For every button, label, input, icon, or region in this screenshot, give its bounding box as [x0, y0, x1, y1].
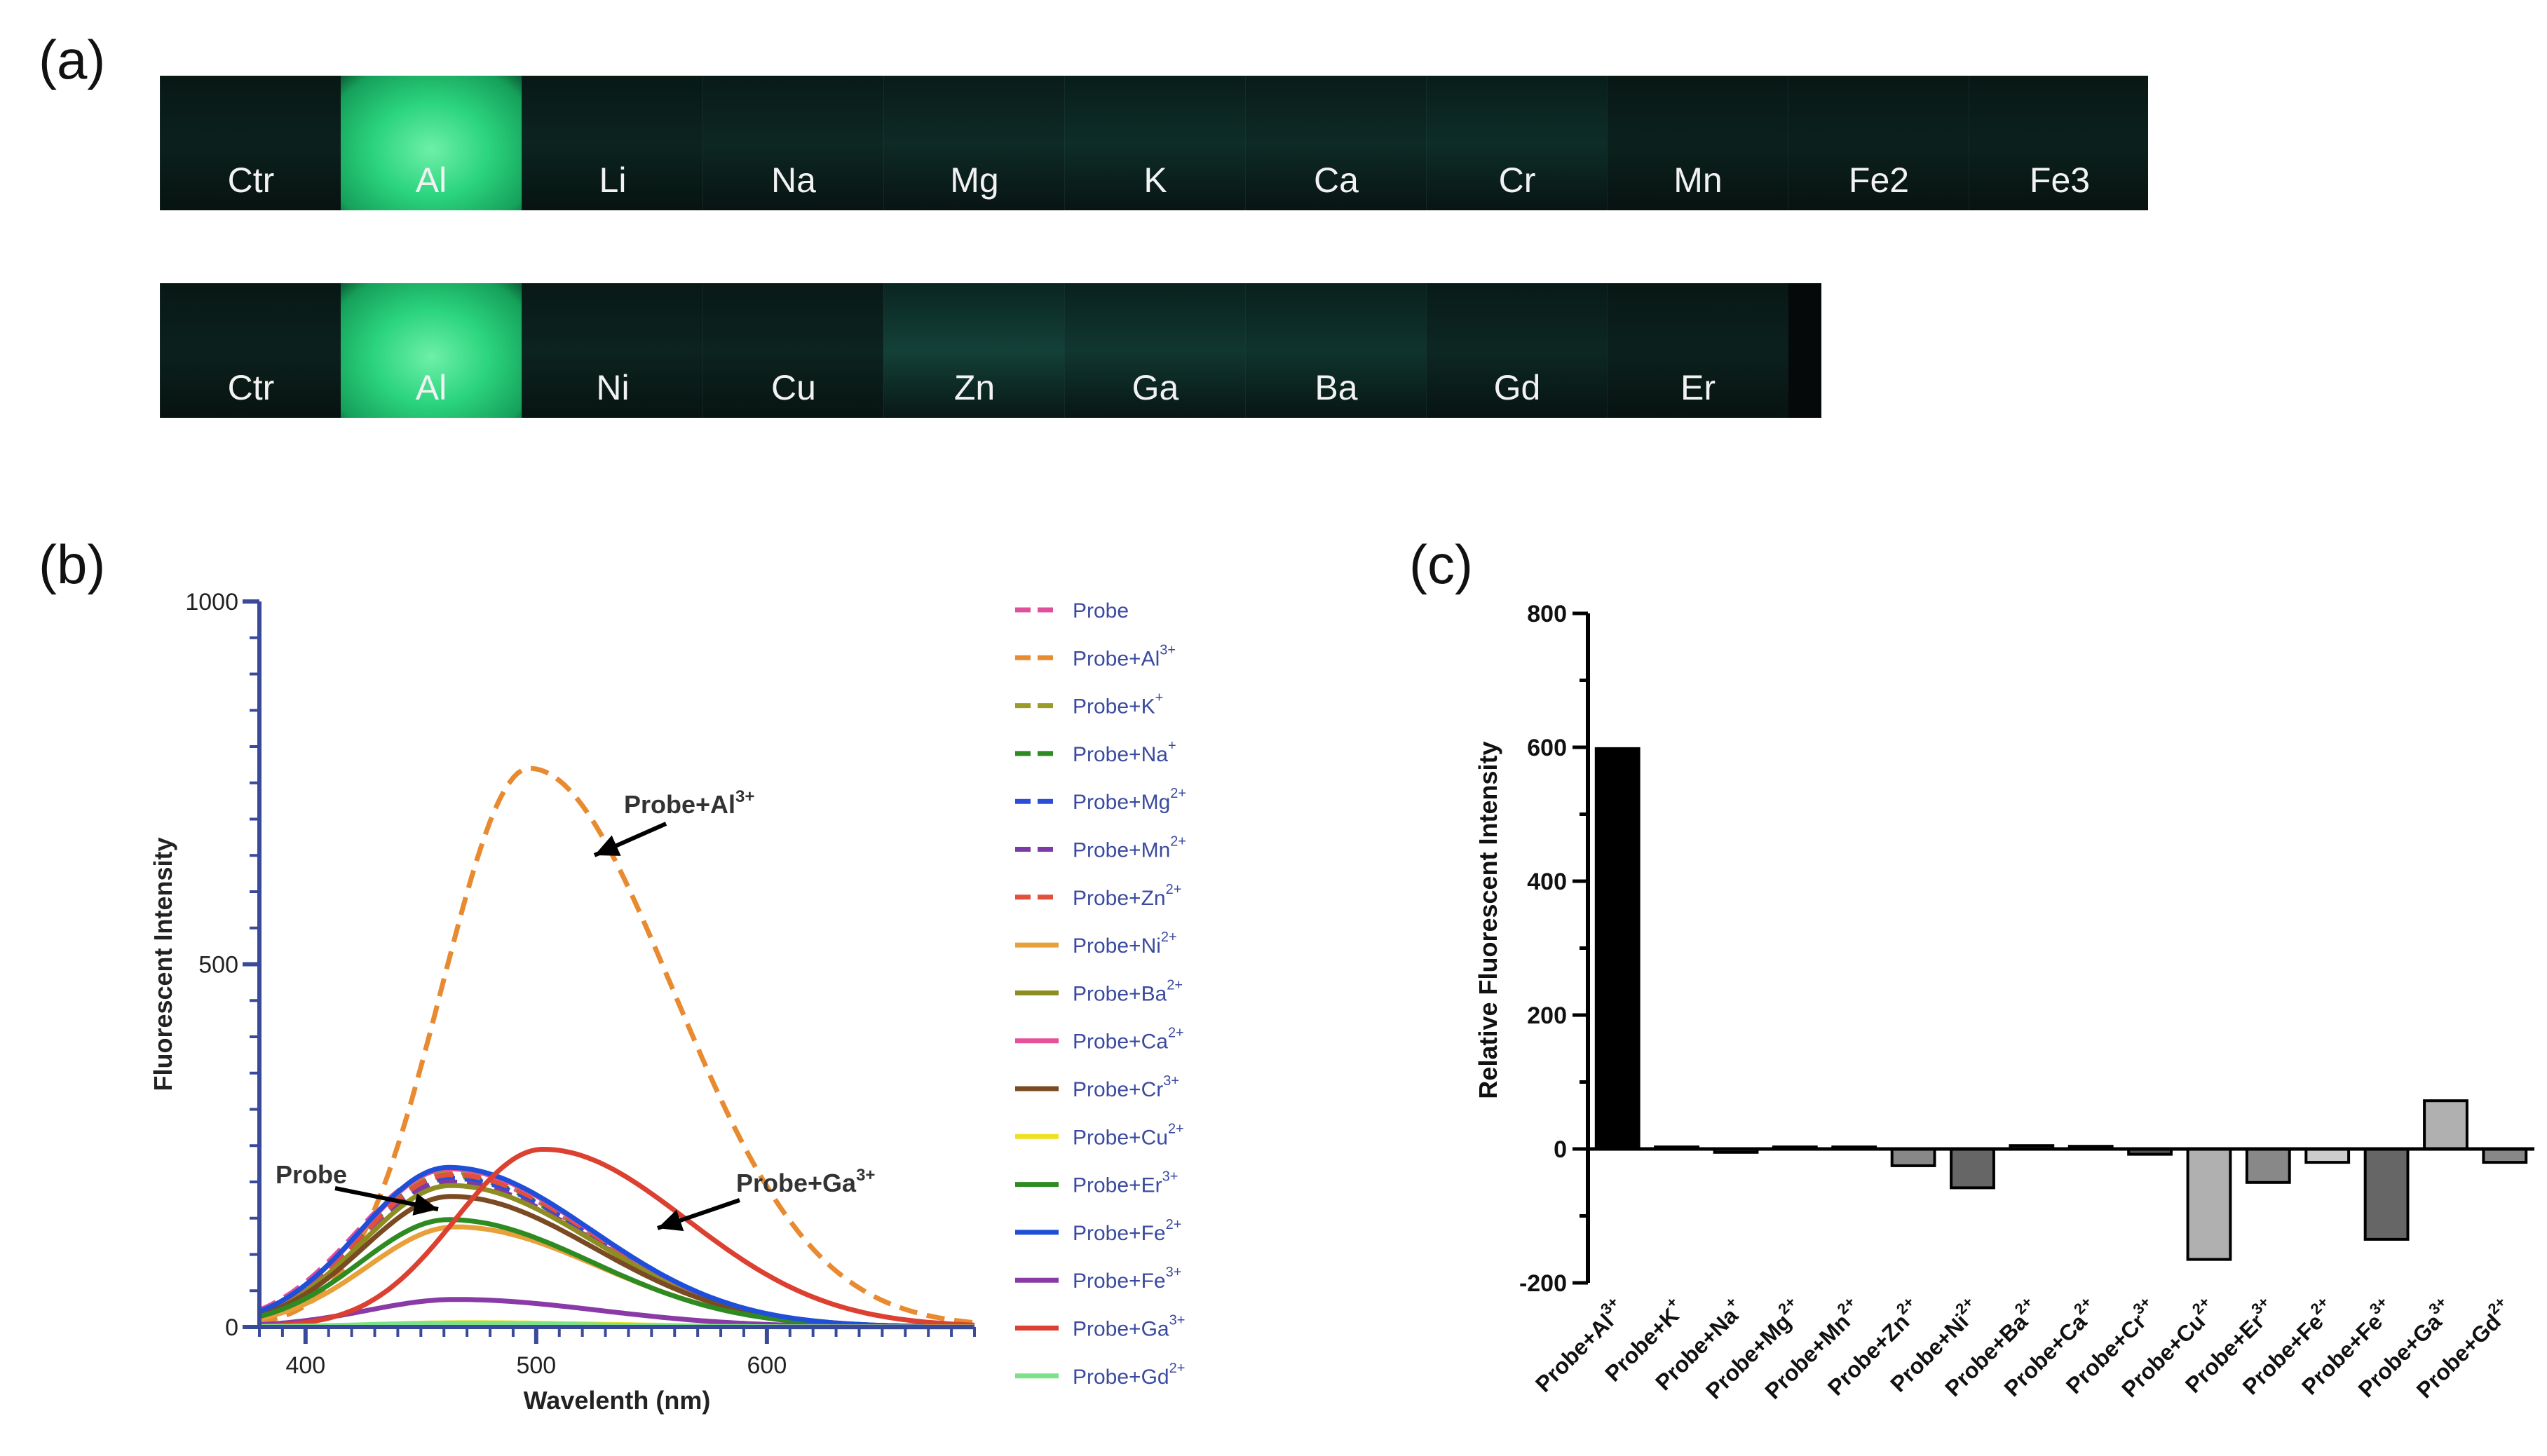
bar-10: [2186, 1148, 2232, 1261]
vial-label: Mn: [1673, 161, 1723, 200]
row2-vial-ga: Ga: [1064, 283, 1246, 418]
row1-vial-ctr: Ctr: [160, 76, 341, 210]
vial-label: Cu: [771, 368, 816, 407]
legend-entry: Probe: [1073, 599, 1129, 622]
vial-label: Al: [415, 368, 447, 407]
bar-6: [1950, 1148, 1995, 1190]
row1-vial-k: K: [1064, 76, 1246, 210]
bar-5: [1890, 1148, 1936, 1167]
bar-11: [2245, 1148, 2291, 1184]
x-tick-label: 600: [747, 1352, 787, 1379]
legend-entry: Probe+Al3+: [1073, 642, 1176, 670]
legend-entry: Probe+Mn2+: [1073, 834, 1186, 862]
legend-entry: Probe+Er3+: [1073, 1169, 1178, 1197]
vial-label: Fe2: [1848, 161, 1910, 200]
y-tick-label: 600: [1527, 735, 1567, 761]
y-tick-label: 800: [1527, 601, 1567, 627]
legend-entry: Probe+Zn2+: [1073, 882, 1181, 910]
bar-13: [2363, 1148, 2410, 1241]
row2-vial-al: Al: [341, 283, 522, 418]
vial-label: Ni: [596, 368, 630, 407]
panel-label-b: (b): [39, 533, 106, 595]
legend-entry: Probe+Fe3+: [1073, 1265, 1181, 1293]
x-axis-title: Wavelenth (nm): [524, 1386, 711, 1415]
row2-vial-zn: Zn: [883, 283, 1065, 418]
vial-label: Cr: [1498, 161, 1536, 200]
row1-vial-mg: Mg: [883, 76, 1065, 210]
annotation-arrowhead: [595, 835, 621, 856]
vial-photo-row-2: Ctr Al Ni Cu Zn Ga Ba Gd Er: [160, 283, 1821, 418]
row2-vial-gd: Gd: [1426, 283, 1608, 418]
legend-entry: Probe+Mg2+: [1073, 786, 1186, 814]
bar-0: [1594, 747, 1641, 1150]
bar-12: [2304, 1148, 2351, 1164]
y-axis-title: Relative Fluorescent Intensity: [1474, 741, 1502, 1098]
row1-vial-fe3: Fe3: [1969, 76, 2148, 210]
y-tick-label: 400: [1527, 869, 1567, 895]
x-tick-label: 500: [516, 1352, 556, 1379]
legend-entry: Probe+Ga3+: [1073, 1313, 1185, 1341]
bar-14: [2423, 1099, 2468, 1150]
panel-label-c: (c): [1409, 533, 1473, 595]
annotation-arrowhead: [658, 1209, 684, 1232]
y-tick-label: 500: [198, 952, 238, 979]
vial-label: Al: [415, 161, 447, 200]
row1-vial-na: Na: [702, 76, 884, 210]
vial-label: Na: [771, 161, 816, 200]
vial-label: Ca: [1314, 161, 1359, 200]
row2-vial-ba: Ba: [1245, 283, 1427, 418]
row1-vial-mn: Mn: [1607, 76, 1788, 210]
vial-label: K: [1143, 161, 1167, 200]
legend-entry: Probe+Cr3+: [1073, 1073, 1179, 1101]
spectrum-line-1: [259, 766, 975, 1326]
legend-entry: Probe+Na+: [1073, 738, 1176, 766]
y-tick-label: 0: [1554, 1136, 1567, 1163]
row2-vial-ctr: Ctr: [160, 283, 341, 418]
legend-entry: Probe+Ba2+: [1073, 977, 1183, 1005]
row2-vial-er: Er: [1607, 283, 1788, 418]
panel-label-a: (a): [39, 29, 106, 90]
emission-spectra-chart: 0 500 1000 400 500 600 Wavelenth (nm) Fluoresce…: [149, 589, 1186, 1415]
vial-label: Fe3: [2029, 161, 2091, 200]
row1-vial-fe2: Fe2: [1788, 76, 1969, 210]
annotation-probe-label: Probe: [276, 1160, 347, 1189]
y-tick-label: 0: [225, 1314, 238, 1341]
legend-entry: Probe+Gd2+: [1073, 1361, 1185, 1389]
row1-vial-al: Al: [341, 76, 522, 210]
vial-label: Ga: [1132, 368, 1179, 407]
vial-label: Li: [599, 161, 627, 200]
vial-label: Zn: [953, 368, 996, 407]
vial-label: Ctr: [227, 368, 275, 407]
legend-entry: Probe+Fe2+: [1073, 1217, 1181, 1245]
annotation-ga-label: Probe+Ga3+: [736, 1166, 875, 1197]
row2-vial-ni: Ni: [522, 283, 703, 418]
legend-entry: Probe+Ca2+: [1073, 1026, 1184, 1054]
annotation-al-label: Probe+Al3+: [624, 787, 754, 819]
row1-vial-ca: Ca: [1245, 76, 1427, 210]
relative-intensity-bar-chart: -200 0 200 400 600 800 Relative Fluorescent In…: [1474, 601, 2534, 1404]
annotation-arrowhead: [412, 1193, 438, 1216]
spectrum-line-10: [258, 1194, 975, 1330]
legend-entry: Probe+K+: [1073, 690, 1163, 719]
y-axis-title: Fluorescent Intensity: [149, 837, 177, 1091]
vial-label: Er: [1680, 368, 1716, 407]
y-tick-label: 200: [1527, 1002, 1567, 1029]
row2-vial-cu: Cu: [702, 283, 884, 418]
bar-15: [2482, 1148, 2528, 1164]
vial-label: Ba: [1315, 368, 1358, 407]
spectrum-line-15: [259, 1147, 975, 1329]
vial-photo-row-1: Ctr Al Li Na Mg K Ca Cr Mn Fe2 Fe3: [160, 76, 2148, 210]
vial-label: Gd: [1493, 368, 1541, 407]
y-tick-label: 1000: [185, 589, 238, 615]
row1-vial-li: Li: [522, 76, 703, 210]
x-tick-label: 400: [285, 1352, 325, 1379]
legend-entry: Probe+Ni2+: [1073, 930, 1177, 958]
legend-entry: Probe+Cu2+: [1073, 1121, 1184, 1149]
row1-vial-cr: Cr: [1426, 76, 1608, 210]
vial-label: Mg: [950, 161, 999, 200]
y-tick-label: -200: [1519, 1270, 1567, 1297]
vial-label: Ctr: [227, 161, 275, 200]
